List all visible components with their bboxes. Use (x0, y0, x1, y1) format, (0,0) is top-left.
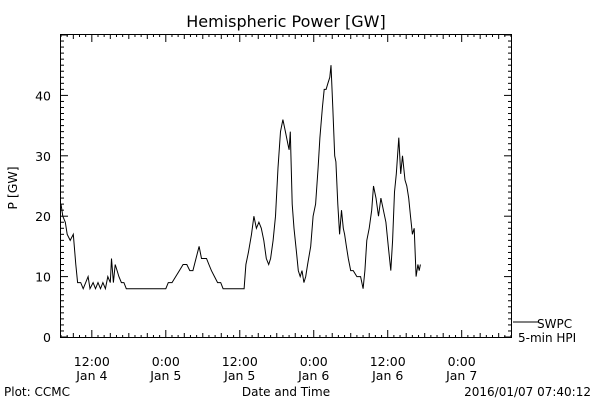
x-tick-time-label: 12:00 (370, 354, 406, 369)
x-tick-time-label: 0:00 (152, 354, 180, 369)
legend-label-1: SWPC (537, 317, 572, 331)
x-tick-date-label: Jan 5 (149, 368, 181, 383)
y-tick-label: 20 (35, 209, 51, 224)
x-tick-time-label: 0:00 (448, 354, 476, 369)
y-tick-label: 0 (43, 330, 51, 345)
x-tick-date-label: Jan 7 (445, 368, 477, 383)
x-axis-label: Date and Time (242, 385, 330, 399)
x-tick-date-label: Jan 5 (223, 368, 255, 383)
y-axis-ticks: 0 10 20 30 40 (35, 34, 511, 345)
y-tick-label: 40 (35, 88, 51, 103)
y-tick-label: 10 (35, 270, 51, 285)
footer-timestamp: 2016/01/07 07:40:12 (464, 385, 591, 399)
legend-label-2: 5-min HPI (518, 331, 576, 345)
chart-title: Hemispheric Power [GW] (186, 12, 385, 31)
x-tick-date-label: Jan 6 (297, 368, 329, 383)
x-tick-time-label: 12:00 (74, 354, 110, 369)
hpi-series-line (60, 65, 421, 291)
x-tick-date-label: Jan 6 (371, 368, 403, 383)
x-tick-date-label: Jan 4 (75, 368, 107, 383)
x-tick-time-label: 0:00 (300, 354, 328, 369)
plot-frame (60, 34, 512, 338)
y-axis-label: P [GW] (5, 166, 20, 209)
y-tick-label: 30 (35, 149, 51, 164)
x-tick-time-label: 12:00 (222, 354, 258, 369)
footer-credit: Plot: CCMC (4, 385, 70, 399)
